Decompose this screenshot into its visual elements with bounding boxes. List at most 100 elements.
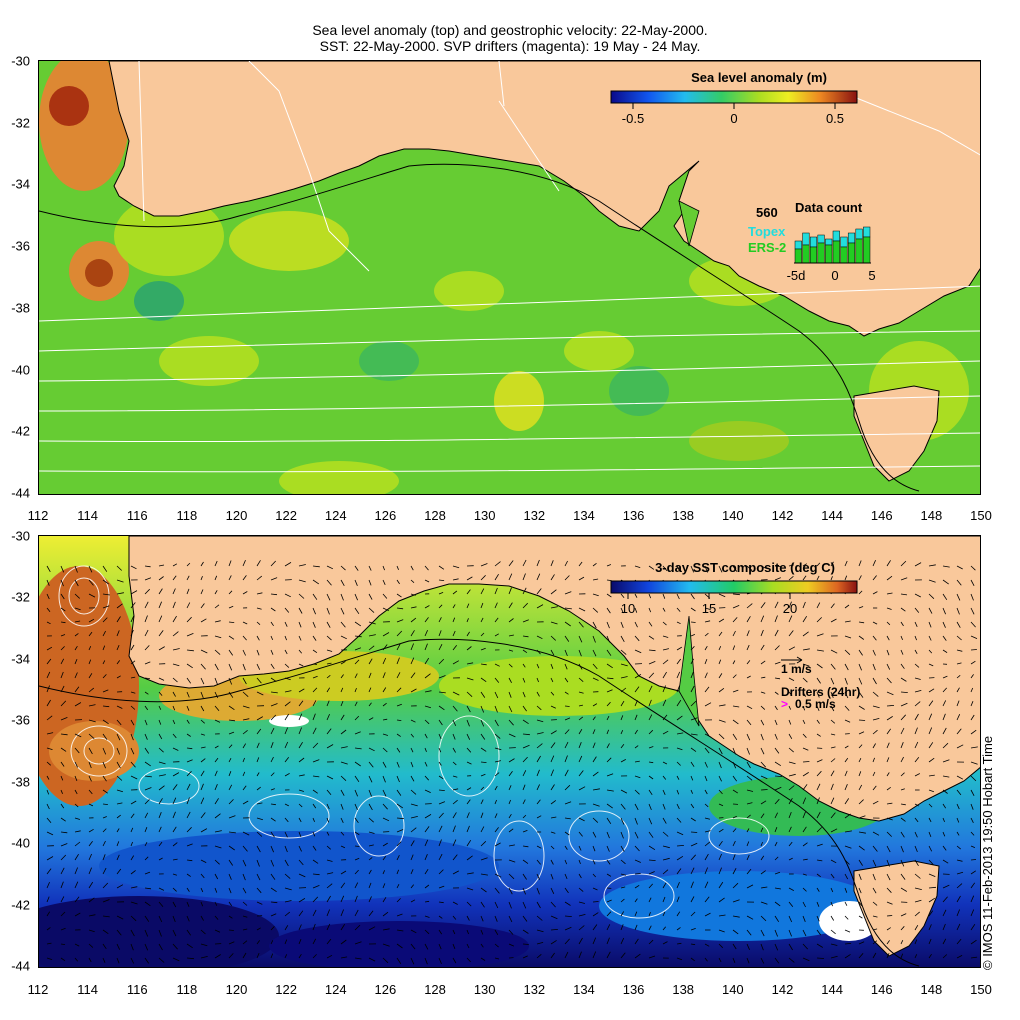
- bottom-x-tick-label: 140: [721, 982, 744, 997]
- topex-count-bar: [840, 236, 848, 248]
- shelf-contour: [39, 163, 920, 492]
- sst-tick-15: 15: [702, 601, 716, 616]
- top-x-tick-label: 118: [176, 508, 198, 523]
- top-x-tick-label: 146: [870, 508, 893, 523]
- sst-tick-20: 20: [783, 601, 797, 616]
- topex-count-bar: [817, 234, 825, 244]
- chart-title-line1: Sea level anomaly (top) and geostrophic …: [312, 22, 708, 38]
- sst-tick-10: 10: [621, 601, 635, 616]
- sea-level-anomaly-map: Sea level anomaly (m) -0.5 0 0.5 Data co…: [38, 60, 981, 495]
- bottom-y-tick-label: -38: [11, 774, 30, 790]
- topex-count-bar: [825, 238, 833, 246]
- count-xtick-2: 0: [831, 268, 838, 283]
- top-y-tick-label: -34: [11, 176, 30, 192]
- data-count-title: Data count: [795, 200, 863, 215]
- bottom-x-tick-label: 148: [920, 982, 943, 997]
- bottom-x-tick-label: 134: [573, 982, 595, 997]
- top-x-tick-label: 144: [821, 508, 843, 523]
- top-y-tick-label: -42: [11, 423, 30, 439]
- bottom-y-tick-label: -40: [11, 835, 30, 851]
- bottom-x-tick-label: 132: [523, 982, 546, 997]
- bottom-y-tick-label: -32: [11, 589, 30, 605]
- australia-land: [108, 61, 980, 337]
- top-x-tick-label: 122: [275, 508, 298, 523]
- bottom-x-tick-label: 122: [275, 982, 298, 997]
- drifter-arrow-icon: >: [781, 697, 788, 711]
- top-x-tick-label: 128: [424, 508, 446, 523]
- bottom-x-tick-label: 136: [622, 982, 645, 997]
- bottom-x-tick-label: 142: [771, 982, 794, 997]
- top-x-tick-label: 136: [622, 508, 645, 523]
- bottom-x-tick-label: 112: [27, 982, 49, 997]
- bottom-y-tick-label: -34: [11, 651, 30, 667]
- topex-count-bar: [802, 232, 810, 246]
- sst-map: 3-day SST composite (deg C) 10 15 20 1 m…: [38, 535, 981, 968]
- drifters-label: Drifters (24hr): [781, 685, 860, 699]
- ers2-count-bar: [794, 248, 802, 264]
- top-x-tick-label: 120: [225, 508, 248, 523]
- sst-colorbar-title: 3-day SST composite (deg C): [655, 560, 835, 575]
- top-x-tick-label: 132: [523, 508, 546, 523]
- bottom-x-tick-label: 118: [176, 982, 198, 997]
- top-y-tick-label: -38: [11, 300, 30, 316]
- ers2-count-bar: [840, 246, 848, 264]
- topex-count-bar: [863, 226, 871, 238]
- vector-scale-label: 1 m/s: [781, 662, 812, 676]
- topex-count-bar: [794, 240, 802, 250]
- top-y-tick-label: -30: [11, 53, 30, 69]
- topex-count-bar: [809, 236, 818, 248]
- ers2-count-bar: [802, 244, 810, 264]
- top-x-tick-label: 130: [473, 508, 496, 523]
- ers2-count-bar: [855, 238, 863, 264]
- bottom-y-tick-label: -42: [11, 897, 30, 913]
- drifter-scale-label: 0.5 m/s: [795, 697, 836, 711]
- sla-map-svg: Sea level anomaly (m) -0.5 0 0.5 Data co…: [39, 61, 980, 494]
- sst-blobs: [39, 566, 889, 967]
- bottom-x-tick-label: 146: [870, 982, 893, 997]
- topex-count-bar: [832, 230, 840, 242]
- sst-colorbar: [610, 580, 858, 594]
- bottom-y-tick-label: -44: [11, 958, 30, 974]
- top-y-tick-label: -40: [11, 362, 30, 378]
- sla-colorbar: [610, 90, 858, 104]
- bottom-x-tick-label: 128: [424, 982, 446, 997]
- top-y-tick-label: -44: [11, 485, 30, 501]
- top-x-tick-label: 150: [970, 508, 992, 523]
- count-xtick-3: 5: [868, 268, 875, 283]
- sla-tick-neg: -0.5: [622, 111, 644, 126]
- topex-count-bar: [855, 228, 863, 240]
- sst-map-svg: 3-day SST composite (deg C) 10 15 20 1 m…: [39, 536, 980, 967]
- sla-tick-zero: 0: [730, 111, 737, 126]
- sla-blobs: [39, 61, 969, 494]
- top-x-tick-label: 112: [27, 508, 49, 523]
- data-count-max: 560: [756, 205, 778, 220]
- bottom-x-tick-label: 124: [324, 982, 347, 997]
- data-count-inset: Data count 560 Topex ERS-2 -5d 0 5: [748, 200, 876, 283]
- copyright-text: © IMOS 11-Feb-2013 19:50 Hobart Time: [980, 735, 995, 970]
- sla-colorbar-title: Sea level anomaly (m): [691, 70, 827, 85]
- top-x-tick-label: 134: [573, 508, 595, 523]
- top-x-tick-label: 142: [771, 508, 794, 523]
- ers2-count-bar: [847, 242, 856, 264]
- topex-count-bar: [847, 232, 856, 244]
- bottom-x-tick-label: 138: [672, 982, 695, 997]
- top-x-tick-label: 124: [324, 508, 347, 523]
- bottom-x-tick-label: 116: [126, 982, 148, 997]
- count-xtick-1: -5d: [787, 268, 806, 283]
- top-x-tick-label: 148: [920, 508, 943, 523]
- top-x-tick-label: 116: [126, 508, 148, 523]
- australia-land-sst: [128, 536, 980, 822]
- bottom-x-tick-label: 150: [970, 982, 992, 997]
- bottom-x-tick-label: 120: [225, 982, 248, 997]
- ers2-count-bar: [863, 236, 871, 264]
- bottom-x-tick-label: 126: [374, 982, 397, 997]
- top-x-tick-label: 126: [374, 508, 397, 523]
- legend-topex: Topex: [748, 224, 786, 239]
- top-x-tick-label: 140: [721, 508, 744, 523]
- shelf-contour-sst: [39, 638, 920, 967]
- top-y-tick-label: -32: [11, 115, 30, 131]
- top-x-tick-label: 138: [672, 508, 695, 523]
- bottom-x-tick-label: 114: [77, 982, 98, 997]
- top-y-tick-label: -36: [11, 238, 30, 254]
- sst-sla-contours: [58, 565, 770, 919]
